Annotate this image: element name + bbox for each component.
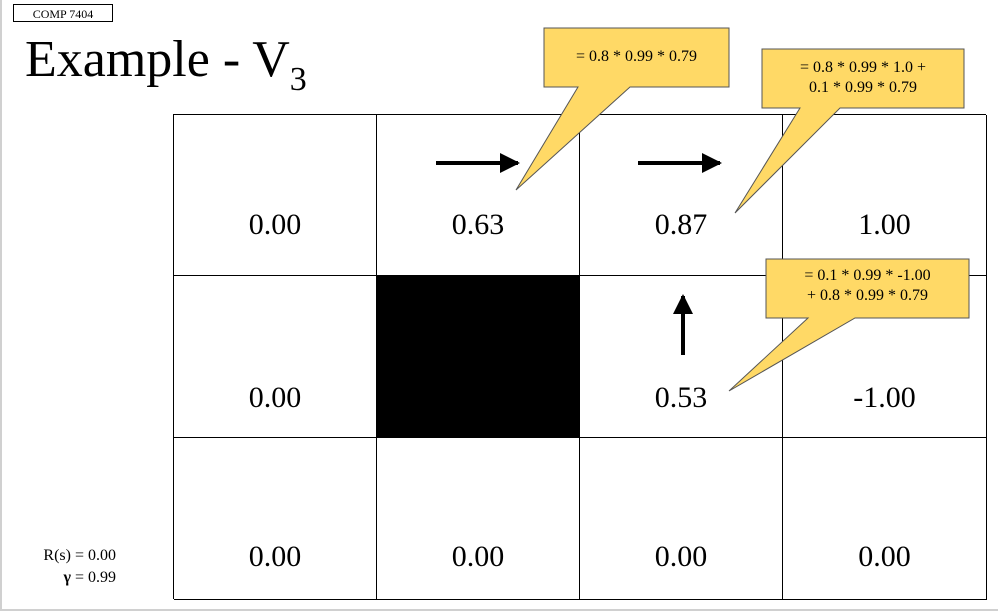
callout-bubble-1 [515,27,730,191]
callout-text-2: = 0.8 * 0.99 * 1.0 + 0.1 * 0.99 * 0.79 [762,58,964,98]
cell-value: 0.63 [451,208,505,241]
title-text: Example - V [25,31,290,88]
callout-line: 0.1 * 0.99 * 0.79 [809,79,917,96]
gamma-value: = 0.99 [70,569,116,586]
mdp-parameters: R(s) = 0.00 γ = 0.99 [14,545,116,589]
cell-value: 0.87 [654,208,708,241]
grid-cell-r3c4: 0.00 [783,438,987,600]
gamma-label: γ = 0.99 [14,567,116,589]
grid-cell-r2c1: 0.00 [174,276,377,438]
callout-line: = 0.8 * 0.99 * 1.0 + [799,59,927,76]
title-subscript: 3 [289,61,307,98]
callout-line: = 0.8 * 0.99 * 0.79 [575,48,698,65]
grid-cell-r3c3: 0.00 [580,438,783,600]
grid-cell-r1c2: 0.63 [377,115,580,276]
cell-value: 1.00 [858,208,911,241]
cell-value: 0.00 [248,381,302,414]
cell-value: 0.00 [858,540,911,573]
callout-bubble-2 [734,48,965,214]
cell-value: 0.00 [654,540,708,573]
grid-cell-r3c2: 0.00 [377,438,580,600]
wall-cell [377,276,580,438]
course-tag: COMP 7404 [13,4,113,22]
cell-value: 0.53 [654,381,708,414]
left-edge-rule [0,0,2,611]
cell-value: 0.00 [451,540,505,573]
cell-value: 0.00 [248,540,302,573]
gamma-symbol: γ [63,569,71,586]
grid-cell-r1c1: 0.00 [174,115,377,276]
callout-text-1: = 0.8 * 0.99 * 0.79 [544,47,729,67]
grid-cell-r2c4: -1.00 [783,276,987,438]
callout-text-3: = 0.1 * 0.99 * -1.00 + 0.8 * 0.99 * 0.79 [766,266,969,306]
grid-cell-r3c1: 0.00 [174,438,377,600]
bottom-edge-rule [0,609,998,611]
callout-bubble-3 [728,258,970,392]
callout-line: + 0.8 * 0.99 * 0.79 [806,287,929,304]
gridworld: 0.00 0.63 0.87 1.00 0.00 0.53 -1.00 0.00… [173,114,987,600]
cell-value: 0.00 [248,208,302,241]
slide-title: Example - V3 [25,28,307,97]
cell-value: -1.00 [853,381,916,414]
callout-line: = 0.1 * 0.99 * -1.00 [804,267,931,284]
grid-cell-r1c3: 0.87 [580,115,783,276]
reward-label: R(s) = 0.00 [43,547,116,564]
